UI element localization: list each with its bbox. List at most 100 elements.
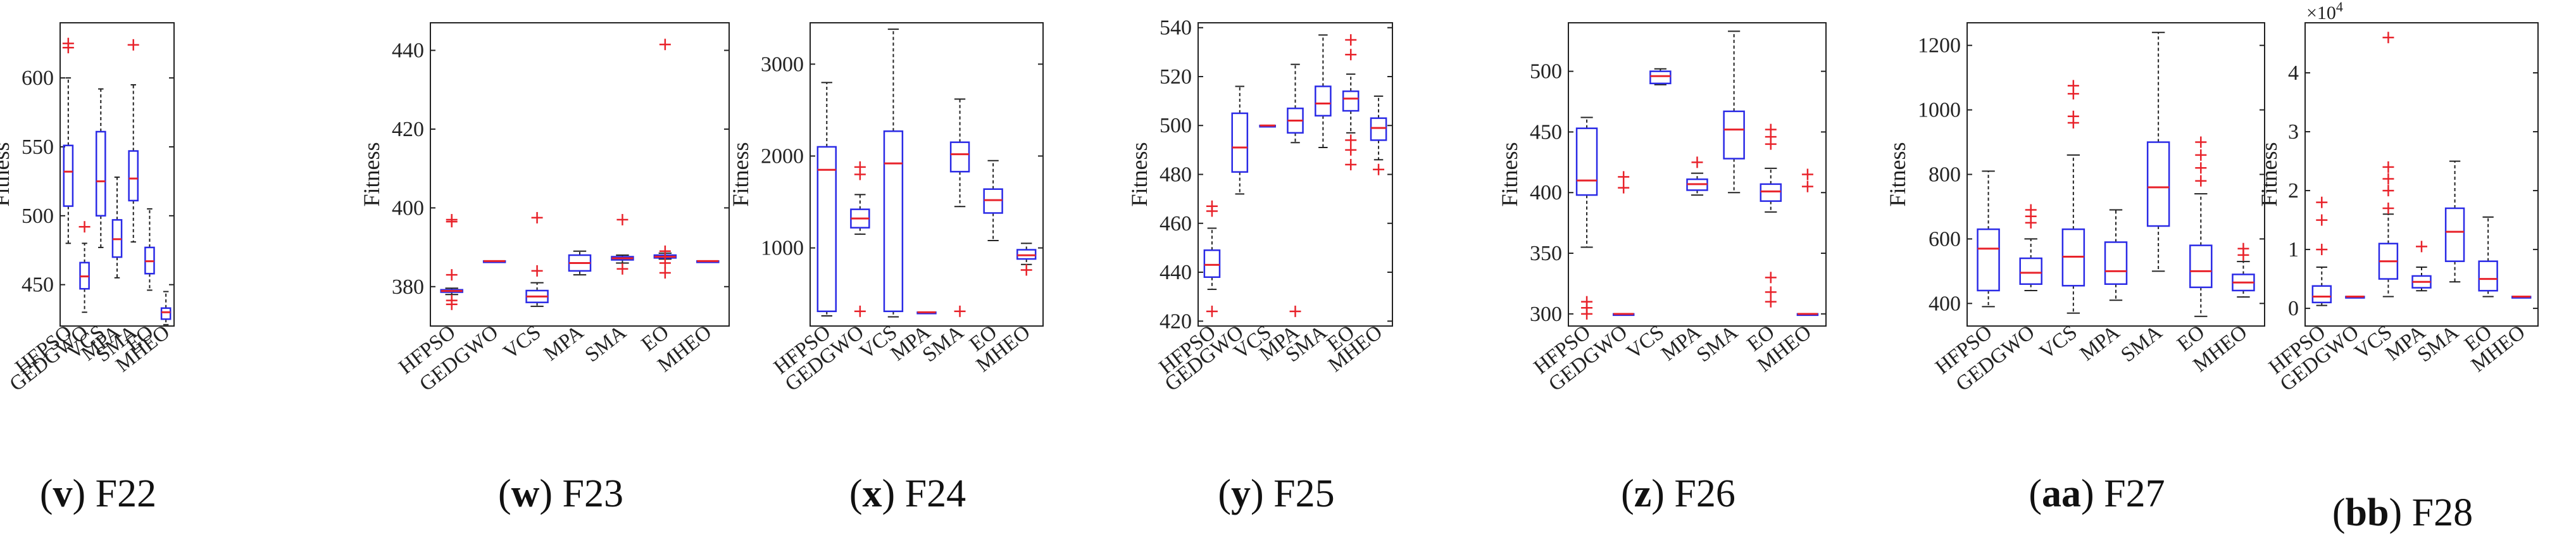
y-tick-label: 4 (2288, 61, 2299, 85)
panel-x: 100020003000FitnessHFPSOGEDGWOVCSMPASMAE… (728, 22, 1044, 515)
iqr-box (1977, 228, 2000, 292)
box-mpa (1686, 156, 1708, 196)
plot-frame (1568, 22, 1827, 327)
outlier-marker (616, 214, 628, 226)
box-mpa (2104, 209, 2128, 301)
outlier-marker (446, 269, 458, 281)
y-tick-label: 600 (1929, 227, 1961, 251)
iqr-box (95, 130, 106, 217)
iqr-box (1575, 127, 1598, 196)
y-tick-label: 420 (392, 118, 424, 141)
box-hfpso (440, 214, 463, 310)
category-label: MPA (540, 321, 588, 366)
outlier-marker (1765, 296, 1777, 308)
y-tick-label: 500 (22, 204, 54, 228)
box-eo (653, 39, 677, 279)
y-tick-label: 540 (1160, 16, 1192, 40)
box-vcs (883, 28, 904, 318)
y-tick-label: 420 (1160, 310, 1192, 333)
outlier-marker (2316, 214, 2328, 226)
y-tick-label: 550 (22, 135, 54, 159)
outlier-marker (2316, 244, 2328, 256)
iqr-box (1203, 249, 1221, 278)
panel-y: 420440460480500520540FitnessHFPSOGEDGWOV… (1127, 16, 1393, 515)
y-tick-label: 440 (1160, 261, 1192, 284)
iqr-box (2311, 285, 2332, 304)
iqr-box (2104, 241, 2128, 286)
outlier-marker (1581, 308, 1593, 320)
iqr-box (128, 150, 139, 202)
plot-frame (430, 22, 730, 327)
outlier-marker (1020, 264, 1032, 276)
outlier-marker (1345, 159, 1357, 171)
outlier-marker (659, 267, 671, 279)
outlier-marker (446, 298, 458, 310)
category-label: SMA (581, 321, 631, 367)
box-hfpso (1977, 170, 2000, 308)
outlier-marker (1618, 171, 1630, 183)
box-sma (611, 214, 634, 275)
y-axis-label: Fitness (0, 142, 14, 206)
subfigure-caption: (w) F23 (498, 472, 623, 515)
outlier-marker (2382, 173, 2394, 185)
iqr-box (883, 130, 904, 313)
box-hfpso (62, 37, 74, 244)
y-tick-label: 600 (22, 66, 54, 90)
y-tick-label: 380 (392, 275, 424, 299)
outlier-marker (1345, 134, 1357, 146)
iqr-box (160, 307, 172, 320)
subfigure-caption: (x) F24 (849, 472, 966, 515)
box-vcs (1649, 68, 1672, 85)
box-gedgwo (482, 260, 506, 263)
box-mheo (1370, 95, 1387, 175)
y-tick-label: 500 (1530, 60, 1562, 84)
outlier-marker (2195, 175, 2207, 187)
box-hfpso (816, 82, 837, 317)
outlier-marker (2067, 88, 2079, 100)
iqr-box (1723, 110, 1745, 160)
y-tick-label: 1000 (761, 237, 804, 260)
box-mpa (111, 176, 123, 279)
y-tick-label: 400 (392, 196, 424, 220)
outlier-marker (1765, 138, 1777, 150)
box-eo (2189, 136, 2213, 317)
box-hfpso (1575, 116, 1598, 320)
outlier-marker (1206, 305, 1218, 317)
y-tick-label: 3 (2288, 120, 2299, 144)
y-tick-label: 2 (2288, 179, 2299, 203)
subfigure-caption: (v) F22 (40, 472, 156, 515)
outlier-marker (2382, 161, 2394, 173)
outlier-marker (2237, 249, 2249, 261)
box-vcs (2378, 32, 2399, 298)
iqr-box (2189, 244, 2213, 289)
y-axis-label: Fitness (1885, 142, 1910, 206)
plot-frame (59, 22, 175, 327)
plot-frame (1966, 22, 2265, 327)
y-tick-label: 400 (1929, 292, 1961, 315)
outlier-marker (2067, 116, 2079, 129)
category-label: VCS (499, 321, 546, 364)
outlier-marker (1206, 205, 1218, 217)
outlier-marker (531, 211, 543, 223)
box-mheo (1016, 242, 1037, 276)
outlier-marker (2382, 185, 2394, 197)
y-tick-label: 1200 (1918, 34, 1961, 58)
iqr-box (2146, 141, 2170, 227)
outlier-marker (616, 263, 628, 275)
subfigure-caption: (bb) F28 (2332, 491, 2473, 534)
y-tick-label: 460 (1160, 212, 1192, 235)
y-tick-label: 0 (2288, 297, 2299, 320)
outlier-marker (1801, 180, 1813, 192)
iqr-box (816, 146, 837, 313)
outlier-marker (2195, 136, 2207, 148)
box-sma (949, 98, 970, 317)
category-label: SMA (1692, 321, 1742, 367)
box-mheo (696, 260, 720, 263)
outlier-marker (1765, 286, 1777, 298)
box-mpa (916, 311, 937, 315)
box-gedgwo (2345, 295, 2365, 299)
category-label: VCS (1623, 321, 1669, 364)
outlier-marker (1618, 182, 1630, 194)
box-mheo (2511, 295, 2532, 299)
